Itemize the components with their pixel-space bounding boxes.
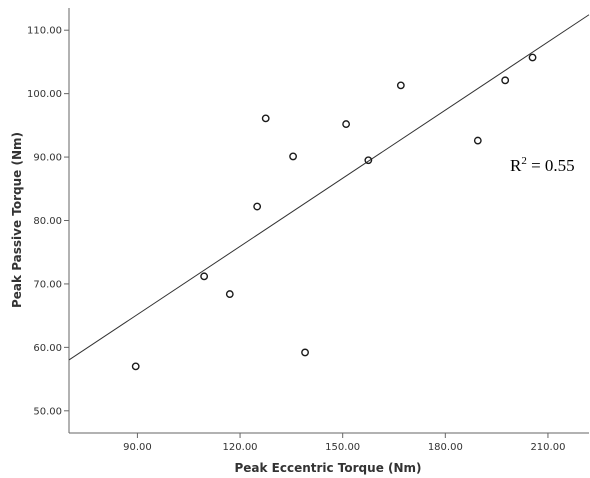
data-point	[253, 202, 262, 211]
data-point	[473, 136, 482, 145]
y-tick-label: 50.00	[33, 406, 62, 417]
axes: 90.00 120.00 150.00 180.00 210.00 50.00 60.00 7…	[27, 8, 589, 453]
regression-line	[68, 14, 590, 361]
regression-line-group	[68, 14, 590, 361]
x-tick-label: 90.00	[123, 442, 152, 453]
data-point	[289, 152, 297, 161]
y-tick-label: 100.00	[27, 89, 62, 100]
data-point	[261, 114, 270, 123]
x-tick-label: 210.00	[530, 442, 565, 453]
data-points	[131, 53, 537, 371]
x-tick-label: 150.00	[325, 442, 360, 453]
data-point	[342, 120, 351, 128]
r-squared-annotation: R2 = 0.55	[510, 155, 575, 175]
y-tick-label: 60.00	[33, 343, 62, 354]
y-tick-label: 80.00	[33, 216, 62, 227]
data-point	[225, 290, 234, 298]
y-tick-label: 90.00	[33, 153, 62, 164]
data-point	[301, 348, 309, 357]
x-tick-label: 120.00	[223, 442, 258, 453]
x-tick-label: 180.00	[428, 442, 463, 453]
data-point	[200, 272, 209, 281]
data-point	[396, 81, 405, 90]
data-point	[131, 362, 140, 371]
data-point	[528, 53, 537, 62]
data-point	[501, 76, 510, 85]
data-point	[364, 156, 373, 165]
x-axis-title: Peak Eccentric Torque (Nm)	[234, 461, 421, 475]
y-tick-label: 70.00	[33, 279, 62, 290]
y-tick-label: 110.00	[27, 26, 62, 37]
y-axis-title: Peak Passive Torque (Nm)	[10, 132, 24, 308]
